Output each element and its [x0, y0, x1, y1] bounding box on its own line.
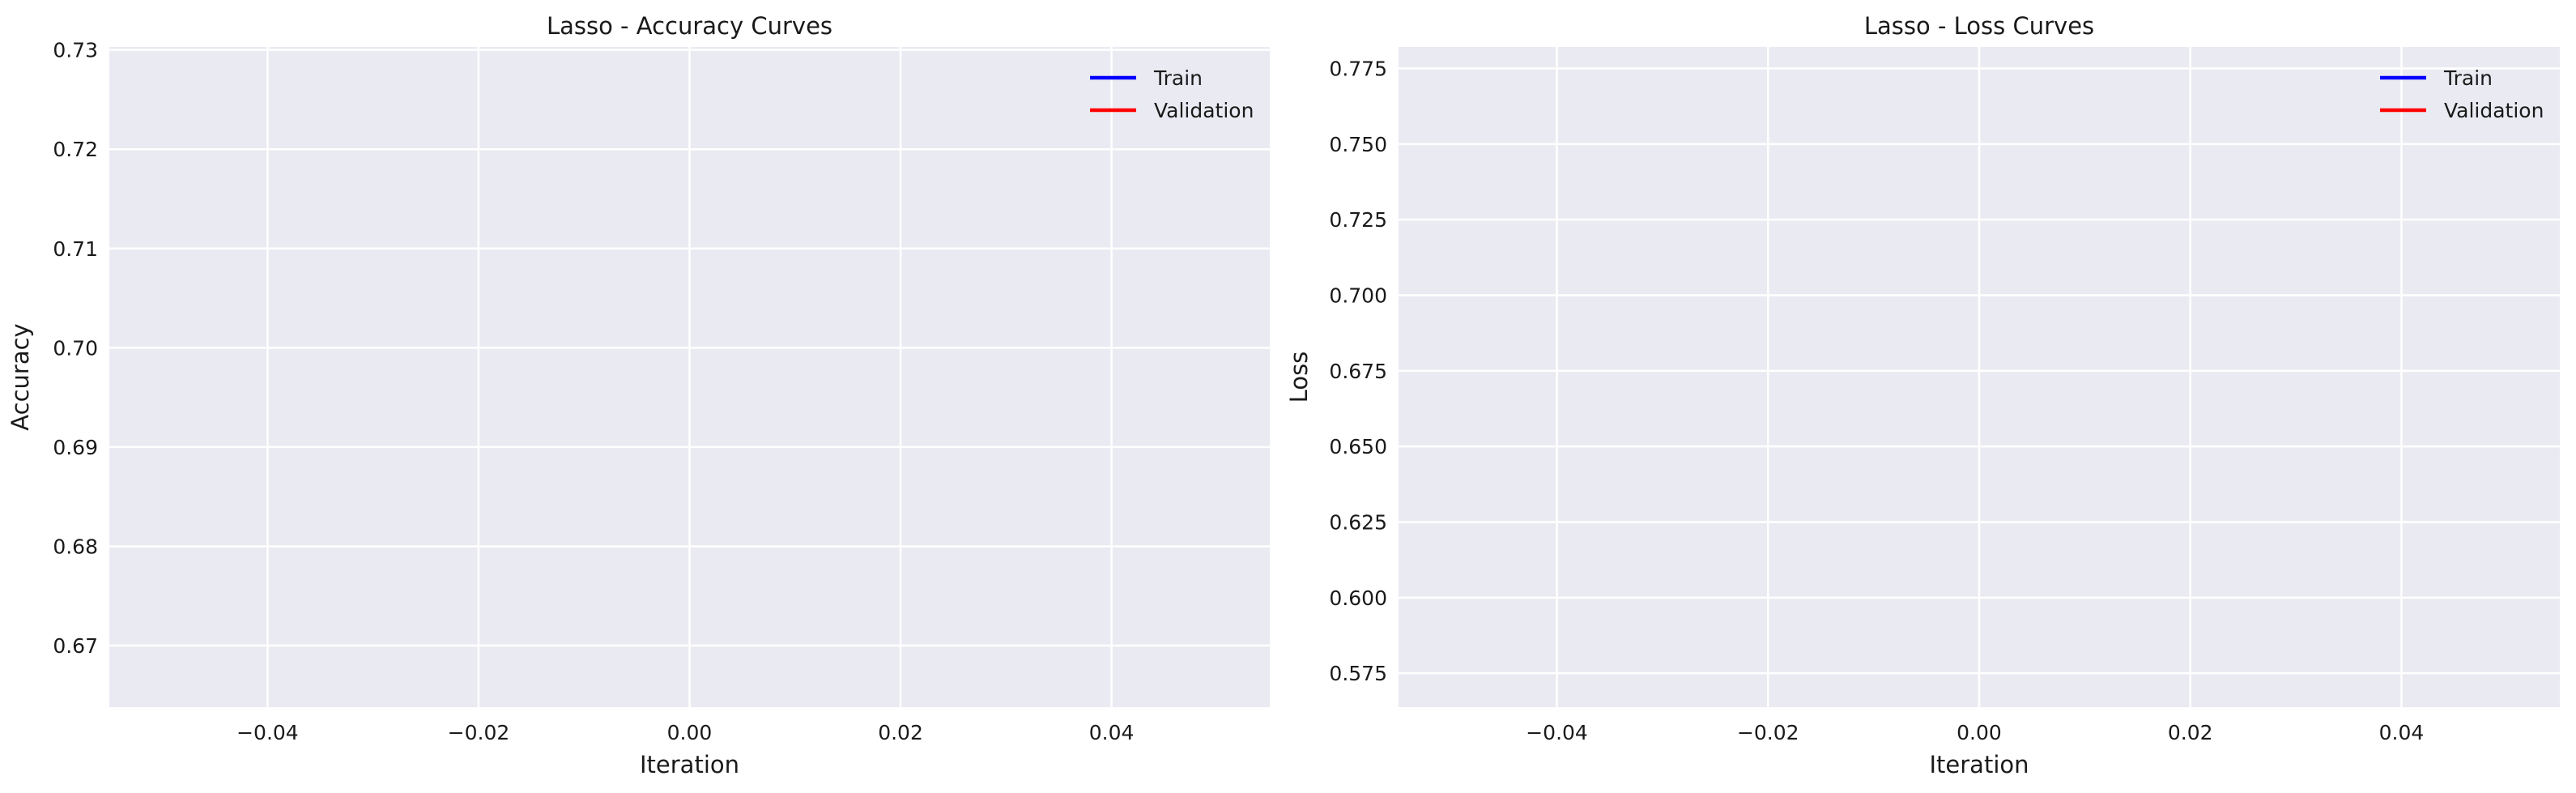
accuracy-legend-train-label: Train — [1153, 66, 1203, 90]
loss-x-tick-label: −0.02 — [1737, 721, 1799, 744]
loss-x-tick-label: 0.00 — [1956, 721, 2002, 744]
loss-chart-title: Lasso - Loss Curves — [1864, 12, 2094, 40]
loss-x-tick-label: 0.04 — [2379, 721, 2425, 744]
loss-y-tick-label: 0.575 — [1329, 662, 1387, 685]
accuracy-x-tick-label: −0.02 — [448, 721, 510, 744]
loss-x-axis-label: Iteration — [1929, 751, 2029, 778]
accuracy-x-axis-label: Iteration — [640, 751, 739, 778]
accuracy-y-tick-label: 0.70 — [53, 336, 98, 360]
loss-legend-validation-label: Validation — [2444, 99, 2544, 122]
accuracy-x-tick-label: 0.04 — [1089, 721, 1135, 744]
loss-y-tick-label: 0.650 — [1329, 435, 1387, 458]
loss-x-tick-label: −0.04 — [1526, 721, 1588, 744]
loss-y-tick-label: 0.600 — [1329, 586, 1387, 610]
accuracy-x-tick-label: −0.04 — [236, 721, 299, 744]
accuracy-y-tick-label: 0.67 — [53, 634, 98, 658]
accuracy-y-tick-label: 0.72 — [53, 138, 98, 161]
loss-chart-panel: −0.04 −0.02 0.00 0.02 0.04 0.575 0.600 0.625 0.6… — [1285, 12, 2560, 778]
accuracy-x-tick-label: 0.00 — [667, 721, 713, 744]
accuracy-legend-validation-label: Validation — [1154, 99, 1254, 122]
loss-y-tick-label: 0.625 — [1329, 511, 1387, 535]
accuracy-chart-panel: −0.04 −0.02 0.00 0.02 0.04 0.67 0.68 0.69 0.70 0.… — [6, 12, 1270, 778]
loss-y-axis-label: Loss — [1285, 352, 1313, 403]
accuracy-chart-title: Lasso - Accuracy Curves — [547, 12, 832, 40]
accuracy-y-axis-label: Accuracy — [6, 323, 34, 430]
accuracy-x-tick-label: 0.02 — [878, 721, 923, 744]
accuracy-y-tick-label: 0.73 — [53, 39, 98, 62]
loss-y-tick-label: 0.675 — [1329, 360, 1387, 383]
accuracy-y-tick-label: 0.69 — [53, 436, 98, 459]
loss-y-tick-label: 0.700 — [1329, 284, 1387, 308]
accuracy-y-tick-label: 0.71 — [53, 237, 98, 261]
loss-y-tick-label: 0.750 — [1329, 133, 1387, 156]
loss-y-tick-label: 0.725 — [1329, 208, 1387, 232]
loss-y-tick-label: 0.775 — [1329, 58, 1387, 81]
loss-legend-train-label: Train — [2443, 66, 2493, 90]
loss-x-tick-label: 0.02 — [2168, 721, 2213, 744]
accuracy-y-tick-label: 0.68 — [53, 535, 98, 558]
